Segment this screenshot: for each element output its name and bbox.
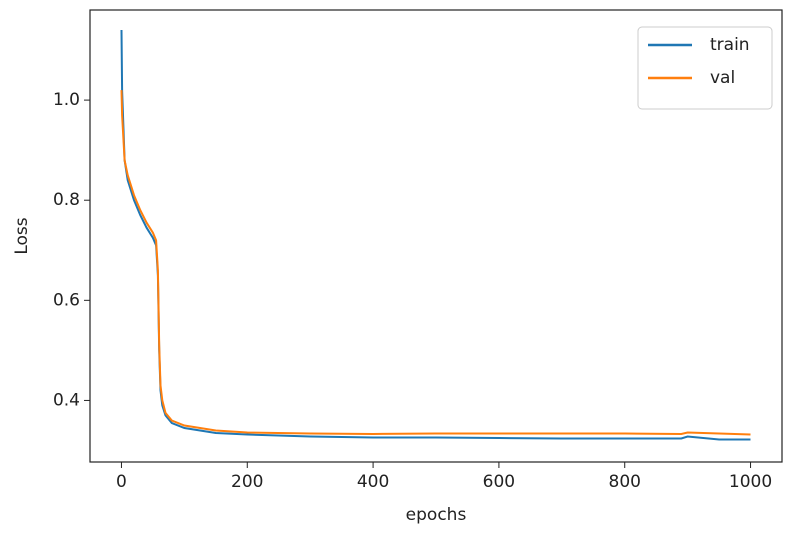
x-tick-label: 600 (483, 472, 515, 492)
y-axis-label: Loss (12, 217, 32, 254)
y-tick-label: 0.4 (53, 390, 80, 410)
legend-box (637, 26, 773, 110)
series-line (120, 90, 751, 436)
series-line (120, 29, 751, 441)
legend-label: val (710, 68, 735, 88)
x-tick-label: 800 (609, 472, 641, 492)
plot-frame (89, 9, 783, 463)
legend-label: train (710, 35, 750, 55)
x-tick-label: 200 (231, 472, 263, 492)
x-axis-label: epochs (406, 505, 467, 525)
x-tick-label: 400 (357, 472, 389, 492)
y-tick-label: 1.0 (53, 90, 80, 110)
x-tick-label: 1000 (729, 472, 772, 492)
y-tick-label: 0.6 (53, 290, 80, 310)
x-tick-label: 0 (116, 472, 127, 492)
y-tick-label: 0.8 (53, 190, 80, 210)
